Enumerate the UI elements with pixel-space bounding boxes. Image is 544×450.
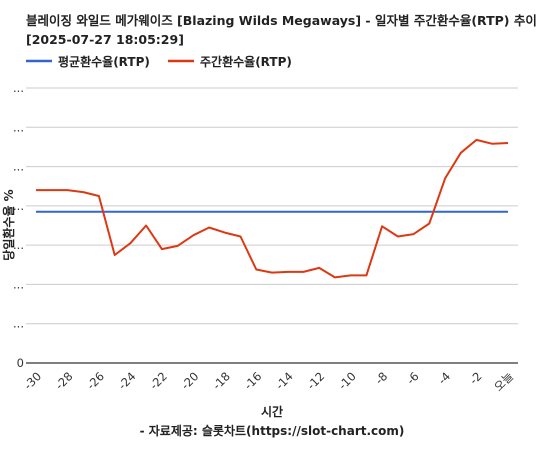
- legend-item-average[interactable]: 평균환수율(RTP): [26, 54, 150, 69]
- y-tick-label: 0: [17, 356, 24, 370]
- x-tick-label: -14: [273, 369, 296, 392]
- source-credit: - 자료제공: 슬롯차트(https://slot-chart.com): [140, 423, 405, 438]
- y-tick-label: ...: [13, 160, 24, 174]
- x-tick-label: 오늘: [491, 369, 516, 394]
- x-tick-label: -12: [304, 369, 327, 392]
- x-tick-label: -2: [467, 369, 485, 387]
- legend-label-weekly: 주간환수율(RTP): [200, 54, 292, 69]
- x-tick-label: -16: [241, 369, 264, 392]
- x-tick-label: -10: [336, 369, 359, 392]
- x-tick-label: -24: [115, 369, 138, 392]
- y-tick-label: ...: [13, 120, 24, 134]
- chart-title-line1: 블레이징 와일드 메가웨이즈 [Blazing Wilds Megaways] …: [26, 13, 537, 28]
- legend-item-weekly[interactable]: 주간환수율(RTP): [168, 54, 292, 69]
- legend[interactable]: 평균환수율(RTP) 주간환수율(RTP): [26, 54, 292, 69]
- x-tick-label: -8: [372, 369, 390, 387]
- y-tick-label: ...: [13, 238, 24, 252]
- series-lines: [36, 138, 509, 279]
- series-line-weekly: [36, 138, 509, 279]
- x-tick-label: -22: [147, 369, 170, 392]
- x-tick-label: -4: [435, 369, 453, 387]
- x-tick-label: -6: [404, 369, 422, 387]
- y-axis-label: 당일환수율 %: [1, 189, 16, 260]
- x-axis-label: 시간: [261, 404, 283, 419]
- x-tick-label: -18: [210, 369, 233, 392]
- x-tick-labels: -30 -28 -26 -24 -22 -20 -18 -16 -14 -12 -10 -8 -6 -4-…: [21, 369, 516, 394]
- x-tick-label: -30: [21, 369, 44, 392]
- chart-title-line2: [2025-07-27 18:05:29]: [26, 32, 184, 47]
- gridlines: [26, 87, 518, 364]
- legend-label-average: 평균환수율(RTP): [58, 54, 150, 69]
- y-tick-label: ...: [13, 277, 24, 291]
- y-tick-label: ...: [13, 199, 24, 213]
- x-tick-label: -20: [178, 369, 201, 392]
- x-tick-label: -28: [52, 369, 75, 392]
- y-tick-labels: 0.....................: [13, 81, 24, 370]
- x-tick-label: -26: [84, 369, 107, 392]
- y-tick-label: ...: [13, 317, 24, 331]
- y-tick-label: ...: [13, 81, 24, 95]
